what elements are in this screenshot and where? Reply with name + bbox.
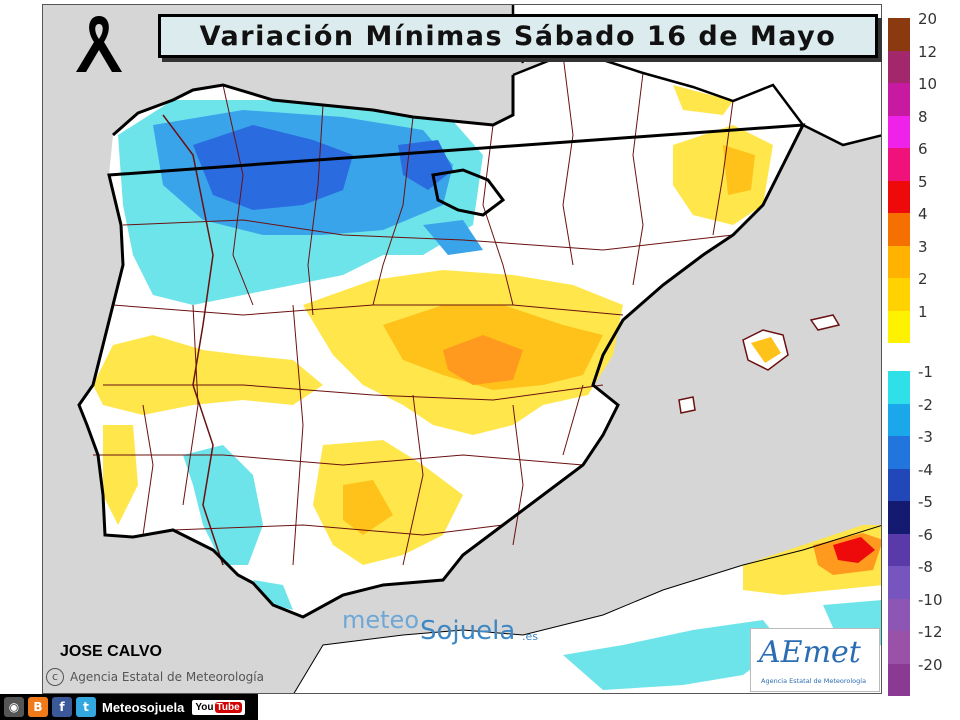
legend-label: 20 xyxy=(918,10,938,28)
color-legend xyxy=(888,18,910,696)
la-rioja-outline xyxy=(431,168,506,217)
legend-swatch xyxy=(888,501,910,534)
instagram-icon[interactable]: ◉ xyxy=(4,697,24,717)
legend-swatch xyxy=(888,115,910,148)
legend-label: -2 xyxy=(918,395,933,414)
legend-swatch xyxy=(888,310,910,343)
agency-credit: c Agencia Estatal de Meteorología xyxy=(46,668,264,686)
legend-swatch xyxy=(888,436,910,469)
legend-label: -8 xyxy=(918,558,933,576)
legend-swatch xyxy=(888,468,910,501)
legend-label: -20 xyxy=(918,655,943,674)
legend-label: 12 xyxy=(918,42,938,61)
africa-coastline xyxy=(293,525,881,693)
legend-swatch xyxy=(888,245,910,278)
warm-area-france xyxy=(673,85,733,115)
legend-label: 6 xyxy=(918,140,928,158)
anomaly-map xyxy=(43,5,881,693)
warm-area-south xyxy=(313,440,463,565)
legend-swatch xyxy=(888,83,910,116)
legend-label: -10 xyxy=(918,590,943,609)
legend-swatch xyxy=(888,631,910,664)
legend-label: 4 xyxy=(918,205,928,223)
legend-label: 5 xyxy=(918,172,928,191)
legend-swatch xyxy=(888,371,910,404)
legend-swatch xyxy=(888,278,910,311)
youtube-tube: Tube xyxy=(214,701,242,713)
legend-swatch xyxy=(888,50,910,83)
legend-label: -4 xyxy=(918,460,933,479)
cold-area-africa xyxy=(563,620,783,690)
social-bar: ◉ B f t Meteosojuela You Tube xyxy=(0,694,258,720)
aemet-logo-subtitle: Agencia Estatal de Meteorología xyxy=(761,677,867,685)
watermark-meteo: meteo xyxy=(342,606,420,634)
legend-label: -6 xyxy=(918,525,933,544)
legend-label: -5 xyxy=(918,493,933,511)
copyright-icon: c xyxy=(46,668,64,686)
cold-area-central-east xyxy=(423,220,483,255)
legend-swatch xyxy=(888,18,910,51)
legend-label: -3 xyxy=(918,428,933,446)
warm-area-portugal-coast xyxy=(103,425,138,525)
ibiza-outline xyxy=(678,396,696,414)
warm-area-mallorca xyxy=(751,337,781,363)
warm-area-south-mid xyxy=(343,480,393,535)
legend-label: 1 xyxy=(918,302,928,321)
watermark-es: .es xyxy=(522,630,538,643)
aemet-logo-name: AEmet xyxy=(759,635,861,670)
youtube-icon[interactable]: You Tube xyxy=(192,699,245,715)
legend-swatch xyxy=(888,566,910,599)
ibiza-land xyxy=(679,397,695,413)
legend-label: 10 xyxy=(918,75,938,93)
cold-area-huelva xyxy=(253,580,293,610)
hottest-area-africa xyxy=(833,537,875,563)
map-panel xyxy=(42,4,882,694)
author-credit: JOSE CALVO xyxy=(60,643,162,660)
legend-swatch xyxy=(888,663,910,696)
province-borders xyxy=(93,54,734,566)
social-handle: Meteosojuela xyxy=(102,699,185,715)
blogger-icon[interactable]: B xyxy=(28,697,48,717)
aemet-logo: AEmet Agencia Estatal de Meteorología xyxy=(750,628,880,692)
title-banner: Variación Mínimas Sábado 16 de Mayo xyxy=(158,14,878,58)
cold-area-northwest-dark xyxy=(193,125,353,210)
page-title: Variación Mínimas Sábado 16 de Mayo xyxy=(199,20,837,52)
legend-label: -12 xyxy=(918,623,943,641)
iberia-coastline xyxy=(77,75,806,619)
legend-swatch xyxy=(888,213,910,246)
menorca-outline xyxy=(809,314,841,331)
spain-portugal-border xyxy=(162,114,224,566)
legend-swatch xyxy=(888,148,910,181)
youtube-label: You xyxy=(195,701,214,713)
legend-swatch xyxy=(888,180,910,213)
mallorca-outline xyxy=(742,329,789,371)
legend-label: 2 xyxy=(918,270,928,288)
agency-credit-text: Agencia Estatal de Meteorología xyxy=(70,670,264,684)
legend-swatch xyxy=(888,598,910,631)
legend-swatch xyxy=(888,533,910,566)
mourning-ribbon-icon xyxy=(76,16,122,72)
warm-area-catalonia-mid xyxy=(723,145,755,195)
watermark-sojuela: Sojuela xyxy=(420,616,516,646)
legend-label: 8 xyxy=(918,107,928,126)
legend-label: -1 xyxy=(918,363,933,381)
warm-area-west xyxy=(93,335,323,415)
warm-area-center-dark xyxy=(443,335,523,385)
meteosojuela-watermark: meteo Sojuela .es xyxy=(342,598,562,648)
legend-label: 3 xyxy=(918,237,928,256)
twitter-icon[interactable]: t xyxy=(76,697,96,717)
cold-area-southwest xyxy=(183,445,263,565)
legend-swatch xyxy=(888,403,910,436)
facebook-icon[interactable]: f xyxy=(52,697,72,717)
